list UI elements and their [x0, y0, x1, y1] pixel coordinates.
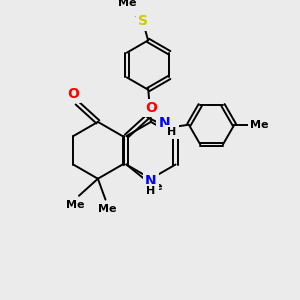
- Text: Me: Me: [98, 204, 117, 214]
- Text: Me: Me: [66, 200, 84, 210]
- Text: O: O: [145, 101, 157, 115]
- Text: H: H: [146, 186, 156, 196]
- Text: H: H: [167, 127, 176, 137]
- Text: N: N: [145, 174, 157, 188]
- Text: Me: Me: [250, 120, 268, 130]
- Text: S: S: [138, 14, 148, 28]
- Text: Me: Me: [118, 0, 136, 8]
- Text: N: N: [158, 116, 170, 130]
- Text: Me: Me: [144, 182, 162, 192]
- Text: O: O: [67, 87, 79, 101]
